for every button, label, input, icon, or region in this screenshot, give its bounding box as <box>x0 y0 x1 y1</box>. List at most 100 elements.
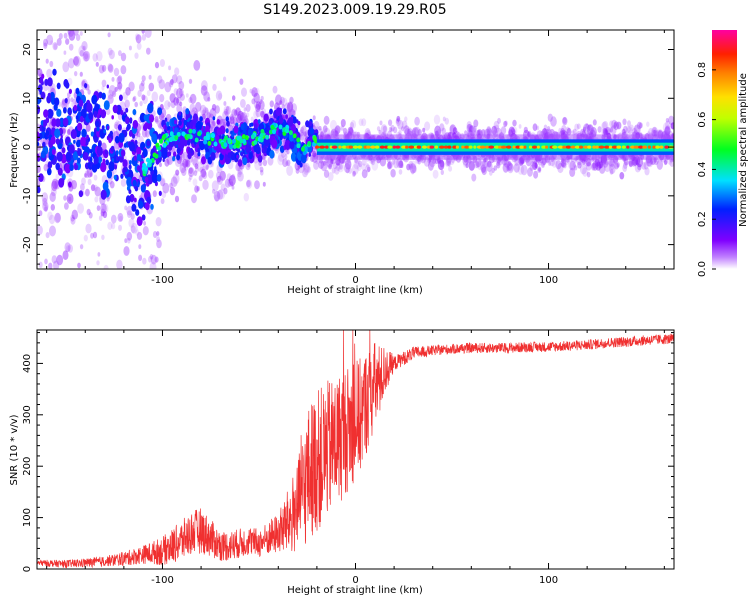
spectrogram-blob <box>132 119 139 129</box>
spectrogram-blob <box>68 109 72 116</box>
spectrogram-blob <box>68 88 72 94</box>
spectrogram-speckle <box>534 162 538 169</box>
spectrogram-tone-peak <box>408 145 415 149</box>
spectrogram-speckle <box>196 186 200 192</box>
spectrogram-speckle <box>185 93 189 98</box>
spectrogram-speckle <box>156 231 160 237</box>
spectrogram-speckle <box>120 65 127 75</box>
spectrogram-blob <box>275 107 282 117</box>
spectrogram-tone-peak <box>604 145 610 149</box>
spectrogram-speckle <box>243 107 247 112</box>
spectrogram-speckle <box>334 166 340 175</box>
spectrogram-speckle <box>138 244 142 250</box>
spectrogram-speckle <box>587 124 592 131</box>
spectrogram-blob <box>136 216 143 227</box>
spectrogram-speckle <box>208 112 213 118</box>
spectrogram-blob <box>109 130 114 137</box>
spectrogram-speckle <box>533 170 539 179</box>
spectrogram-speckle <box>491 167 495 173</box>
spectrogram-tone-peak <box>598 145 605 149</box>
snr-ytick-label: 0 <box>22 566 33 572</box>
spectrogram-speckle <box>619 172 625 180</box>
spectrogram-speckle <box>563 162 567 169</box>
spectrogram-speckle <box>111 77 115 82</box>
spectrogram-tone-peak <box>523 145 527 149</box>
spectrogram-speckle <box>621 128 627 136</box>
spectrogram-blob <box>279 145 285 153</box>
spectrogram-speckle <box>483 160 487 165</box>
spectrogram-tone-peak <box>642 145 648 149</box>
spectrogram-speckle <box>507 160 512 167</box>
spectrogram-blob <box>47 167 52 176</box>
spectrogram-blob <box>284 139 291 151</box>
spectrogram-blob <box>248 152 253 160</box>
spectrogram-blob <box>112 104 118 114</box>
spectrogram-speckle <box>345 167 350 174</box>
spectrogram-speckle <box>215 90 223 101</box>
spectrogram-blob <box>154 166 157 171</box>
spectrogram-peak <box>296 143 301 149</box>
spectrogram-speckle <box>616 121 622 130</box>
spectrogram-speckle <box>101 64 107 72</box>
spectrogram-speckle <box>245 161 251 171</box>
spectrogram-speckle <box>122 91 128 101</box>
spectrogram-blob <box>178 111 182 116</box>
spectrogram-speckle <box>72 98 77 105</box>
spectrogram-speckle <box>630 158 636 167</box>
spectrogram-peak <box>232 138 236 144</box>
spectrogram-blob <box>128 130 133 137</box>
spectrogram-blob <box>134 140 138 145</box>
spectrogram-tone-peak <box>565 145 571 149</box>
spectrogram-blob <box>106 169 113 179</box>
spectrogram-speckle <box>435 158 439 165</box>
spectrogram-speckle <box>189 93 197 104</box>
spectrogram-speckle <box>569 167 576 177</box>
spectrogram-tone-peak <box>452 145 458 149</box>
spectrogram-blob <box>180 136 186 146</box>
spectrogram-blob <box>118 94 123 102</box>
spectrogram-speckle <box>211 180 219 192</box>
spectrogram-speckle <box>200 168 207 178</box>
spectrogram-speckle <box>237 166 243 175</box>
spectrogram-speckle <box>486 126 492 134</box>
spectrogram-speckle <box>170 79 174 85</box>
spectrogram-blob <box>113 174 117 180</box>
spectrogram-speckle <box>55 173 60 180</box>
spectrogram-speckle <box>42 201 49 212</box>
spectrogram-speckle <box>337 161 345 173</box>
spectrogram-peak <box>223 142 228 148</box>
spectrogram-blob <box>278 132 281 137</box>
spectrogram-blob <box>78 190 84 198</box>
spectrogram-blob <box>103 129 107 134</box>
spectrogram-speckle <box>591 163 596 171</box>
spectrogram-blob <box>309 136 313 142</box>
spectrogram-speckle <box>178 81 185 90</box>
spectrogram-blob <box>122 159 128 168</box>
spectrogram-speckle <box>133 95 137 102</box>
spectrogram-speckle <box>120 178 127 187</box>
spectrogram-speckle <box>275 147 280 154</box>
spectrogram-blob <box>123 111 127 116</box>
spectrogram-tone-peak <box>638 145 644 149</box>
spectrogram-speckle <box>598 161 604 169</box>
spectrogram-speckle <box>160 198 165 205</box>
spectrogram-tone-peak <box>659 145 664 149</box>
spectrogram-speckle <box>170 176 178 187</box>
spectrogram-speckle <box>623 161 628 169</box>
spectrogram-speckle <box>376 126 381 132</box>
spectrogram-speckle <box>174 195 180 203</box>
spectrogram-speckle <box>149 261 157 269</box>
spectrogram-speckle <box>85 223 92 234</box>
spectrogram-blob <box>55 118 61 128</box>
spectrogram-speckle <box>156 239 162 249</box>
spectrogram-speckle <box>387 161 393 169</box>
spectrogram-speckle <box>662 122 670 134</box>
spectrogram-speckle <box>468 161 475 171</box>
spectrogram-speckle <box>408 163 413 170</box>
spectrogram-speckle <box>639 122 643 129</box>
spectrogram-blob <box>183 119 188 126</box>
spectrogram-speckle <box>328 163 332 170</box>
spectrogram-speckle <box>489 170 493 176</box>
spectrogram-speckle <box>583 123 590 135</box>
spectrogram-speckle <box>439 123 445 132</box>
